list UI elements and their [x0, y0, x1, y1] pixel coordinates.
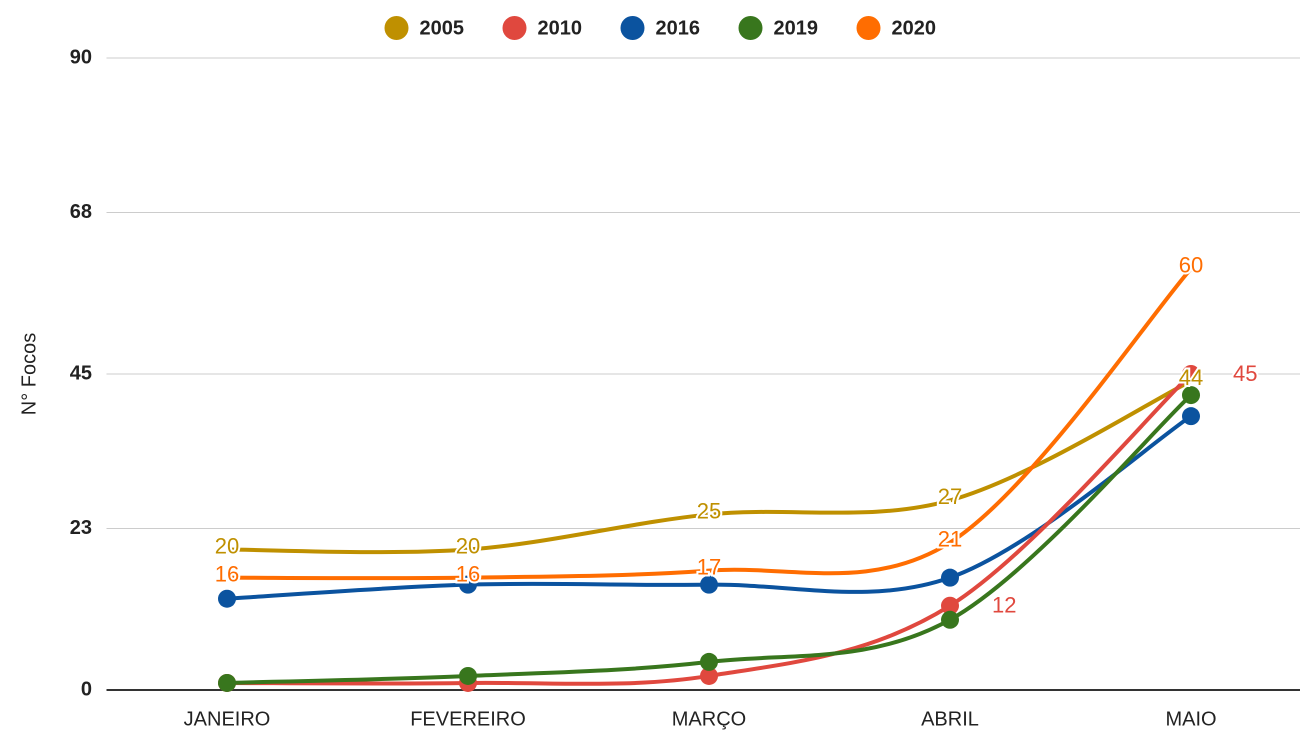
- series-line: [226, 379, 1192, 555]
- series-line: [226, 267, 1193, 581]
- data-label: 20: [456, 533, 480, 558]
- legend-label: 2016: [656, 17, 701, 39]
- legend-label: 2020: [892, 17, 937, 39]
- legend-marker: [384, 16, 409, 40]
- legend-label: 2019: [774, 17, 819, 39]
- legend-label: 2010: [538, 17, 583, 39]
- legend-marker: [502, 16, 527, 40]
- data-point: [459, 575, 477, 594]
- data-label: 16: [215, 561, 239, 586]
- series-line: [226, 372, 1193, 686]
- x-tick-label: MARÇO: [672, 708, 746, 730]
- y-tick-label: 90: [70, 46, 92, 68]
- data-label: 60: [1179, 252, 1203, 277]
- data-label: 20: [215, 533, 239, 558]
- x-tick-label: ABRIL: [921, 708, 979, 730]
- data-point: [941, 568, 959, 587]
- y-tick-label: 68: [70, 201, 92, 223]
- y-tick-label: 23: [70, 517, 92, 539]
- y-tick-label: 0: [81, 678, 92, 700]
- data-label: 16: [456, 561, 480, 586]
- data-point: [1182, 386, 1200, 405]
- data-point: [941, 610, 959, 629]
- legend-label: 2005: [420, 17, 465, 39]
- data-point: [459, 666, 477, 685]
- legend-marker: [738, 16, 763, 40]
- data-label: 12: [992, 593, 1016, 618]
- y-axis-title: N° Focos: [18, 333, 40, 415]
- x-tick-label: MAIO: [1165, 708, 1216, 730]
- data-label: 27: [938, 484, 962, 509]
- data-point: [1182, 407, 1200, 426]
- data-label: 25: [697, 498, 721, 523]
- data-point: [700, 652, 718, 671]
- data-label: 45: [1233, 361, 1257, 386]
- data-point: [1182, 365, 1200, 383]
- data-point: [941, 596, 959, 615]
- legend-marker: [856, 16, 881, 40]
- x-tick-label: JANEIRO: [184, 708, 271, 730]
- data-point: [218, 589, 236, 608]
- y-tick-label: 45: [70, 362, 92, 384]
- legend-marker: [620, 16, 645, 40]
- x-tick-label: FEVEREIRO: [410, 708, 526, 730]
- data-label: 21: [938, 526, 962, 551]
- data-point: [700, 575, 718, 594]
- data-point: [700, 666, 718, 685]
- data-point: [218, 673, 236, 692]
- data-label: 17: [697, 554, 721, 579]
- data-label: 44: [1179, 365, 1203, 390]
- series-line: [226, 393, 1193, 685]
